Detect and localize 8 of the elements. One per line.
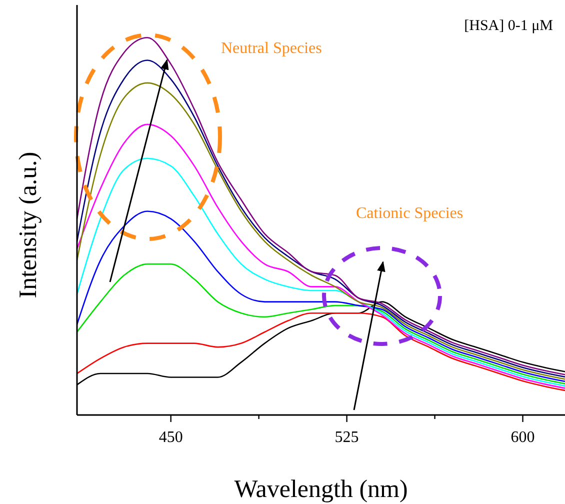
x-tick-label: 525 xyxy=(334,429,359,446)
x-tick-label: 450 xyxy=(158,429,183,446)
y-axis-title: Intensity (a.u.) xyxy=(15,152,42,298)
annotation: Neutral Species xyxy=(221,40,322,57)
text: [HSA] 0-1 μM xyxy=(464,18,553,34)
annotation: Cationic Species xyxy=(356,205,464,222)
x-tick-label: 600 xyxy=(510,429,535,446)
x-axis-title: Wavelength (nm) xyxy=(234,476,408,503)
